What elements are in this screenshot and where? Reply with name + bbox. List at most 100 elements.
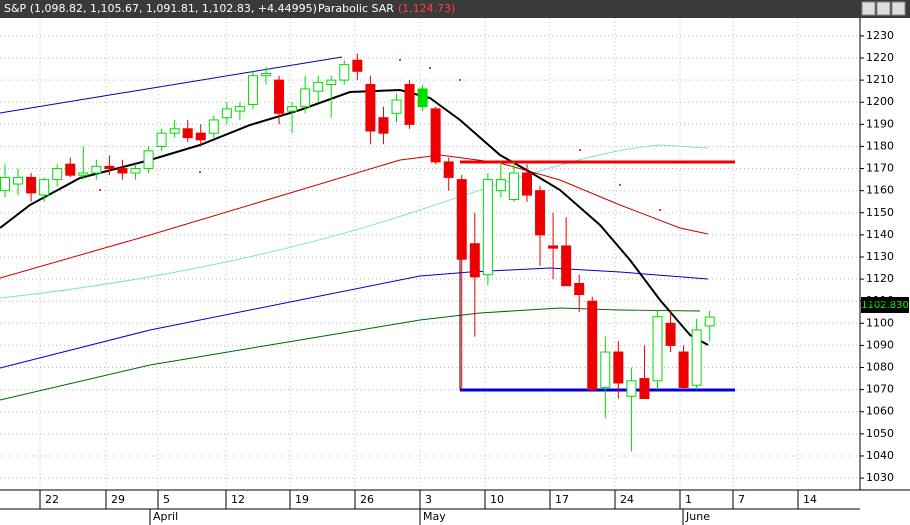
candle-body bbox=[91, 165, 102, 174]
y-tick-label: 1220 bbox=[866, 51, 894, 64]
candle-body bbox=[404, 84, 415, 125]
candle-body bbox=[13, 176, 24, 185]
candle-body bbox=[639, 378, 650, 399]
sar-dot bbox=[99, 189, 101, 191]
candle-body bbox=[156, 132, 167, 147]
y-tick-label: 1190 bbox=[866, 117, 894, 130]
candle-body bbox=[561, 245, 572, 287]
candle-body bbox=[665, 322, 676, 346]
candle-body bbox=[313, 81, 324, 92]
y-tick-label: 1060 bbox=[866, 405, 894, 418]
candle-body bbox=[378, 117, 389, 134]
candle-body bbox=[704, 316, 715, 327]
blue-average bbox=[0, 267, 709, 369]
y-tick-label: 1160 bbox=[866, 184, 894, 197]
candle-body bbox=[522, 172, 532, 196]
chart-title: S&P (1,098.82, 1,105.67, 1,091.81, 1,102… bbox=[4, 2, 317, 15]
x-tick-label: 29 bbox=[111, 493, 125, 506]
x-tick-label: 5 bbox=[163, 493, 170, 506]
candle-body bbox=[65, 163, 76, 176]
y-tick-label: 1110 bbox=[866, 294, 894, 307]
candle-body bbox=[495, 179, 506, 192]
upper-channel bbox=[0, 56, 343, 114]
sar-dot bbox=[619, 184, 621, 186]
candle-body bbox=[287, 106, 298, 112]
close-button[interactable] bbox=[891, 1, 906, 16]
x-tick-label: 12 bbox=[231, 493, 245, 506]
y-tick-label: 1120 bbox=[866, 272, 894, 285]
candle-body bbox=[469, 243, 480, 278]
x-tick-label: 19 bbox=[295, 493, 309, 506]
candle-body bbox=[443, 161, 454, 178]
candle-body bbox=[274, 79, 285, 114]
candle-body bbox=[417, 88, 428, 108]
sar-dot bbox=[199, 171, 201, 173]
y-tick-label: 1140 bbox=[866, 228, 894, 241]
candle-body bbox=[482, 179, 493, 276]
candle-body bbox=[234, 106, 245, 112]
candle-body bbox=[208, 119, 219, 134]
y-tick-label: 1080 bbox=[866, 361, 894, 374]
candle-body bbox=[104, 165, 115, 170]
y-tick-label: 1130 bbox=[866, 250, 894, 263]
candle-body bbox=[326, 79, 337, 86]
header-bar bbox=[0, 0, 910, 18]
candle-body bbox=[678, 351, 689, 388]
month-label: June bbox=[685, 510, 710, 523]
candle-body bbox=[574, 283, 585, 296]
y-tick-label: 1150 bbox=[866, 206, 894, 219]
candle-body bbox=[0, 176, 10, 192]
restore-button[interactable] bbox=[876, 1, 891, 16]
candle-body bbox=[352, 59, 363, 72]
y-tick-label: 1030 bbox=[866, 471, 894, 484]
candle-body bbox=[600, 351, 611, 388]
sar-dot bbox=[459, 79, 461, 81]
candle-body bbox=[39, 179, 50, 196]
candle-body bbox=[300, 88, 311, 108]
minimize-button[interactable] bbox=[861, 1, 876, 16]
candle-body bbox=[391, 99, 402, 114]
x-tick-label: 17 bbox=[555, 493, 569, 506]
candle-body bbox=[247, 75, 258, 105]
x-tick-label: 24 bbox=[620, 493, 634, 506]
candle-body bbox=[535, 190, 546, 236]
x-tick-label: 26 bbox=[360, 493, 374, 506]
x-tick-label: 7 bbox=[738, 493, 745, 506]
candle-body bbox=[221, 108, 232, 119]
candle-body bbox=[548, 245, 559, 249]
candle-body bbox=[169, 128, 180, 134]
candle-body bbox=[26, 176, 37, 194]
candle-body bbox=[52, 168, 63, 181]
x-tick-label: 22 bbox=[45, 493, 59, 506]
y-tick-label: 1070 bbox=[866, 383, 894, 396]
candle-body bbox=[456, 179, 467, 260]
y-tick-label: 1090 bbox=[866, 338, 894, 351]
y-tick-label: 1100 bbox=[866, 316, 894, 329]
indicator-value: (1,124.73) bbox=[398, 2, 456, 15]
candle-body bbox=[130, 168, 141, 174]
candle-body bbox=[365, 84, 376, 132]
sar-dot bbox=[399, 59, 401, 61]
candle-body bbox=[143, 150, 154, 170]
month-label: April bbox=[153, 510, 178, 523]
candle-body bbox=[78, 172, 89, 176]
candle-body bbox=[613, 351, 624, 384]
cyan-average bbox=[0, 144, 709, 299]
candle-body bbox=[430, 108, 441, 163]
x-tick-label: 14 bbox=[803, 493, 817, 506]
x-tick-label: 3 bbox=[425, 493, 432, 506]
last-price-box bbox=[861, 297, 909, 313]
candle-body bbox=[339, 64, 350, 81]
candle-body bbox=[195, 132, 206, 141]
red-average bbox=[0, 154, 709, 279]
candle-body bbox=[508, 172, 519, 201]
candle-body bbox=[587, 300, 598, 391]
candle-body bbox=[691, 329, 702, 386]
candle-body bbox=[261, 72, 271, 77]
y-tick-label: 1050 bbox=[866, 427, 894, 440]
candle-body bbox=[626, 380, 637, 397]
y-tick-label: 1170 bbox=[866, 162, 894, 175]
x-tick-label: 10 bbox=[490, 493, 504, 506]
y-tick-label: 1230 bbox=[866, 29, 894, 42]
